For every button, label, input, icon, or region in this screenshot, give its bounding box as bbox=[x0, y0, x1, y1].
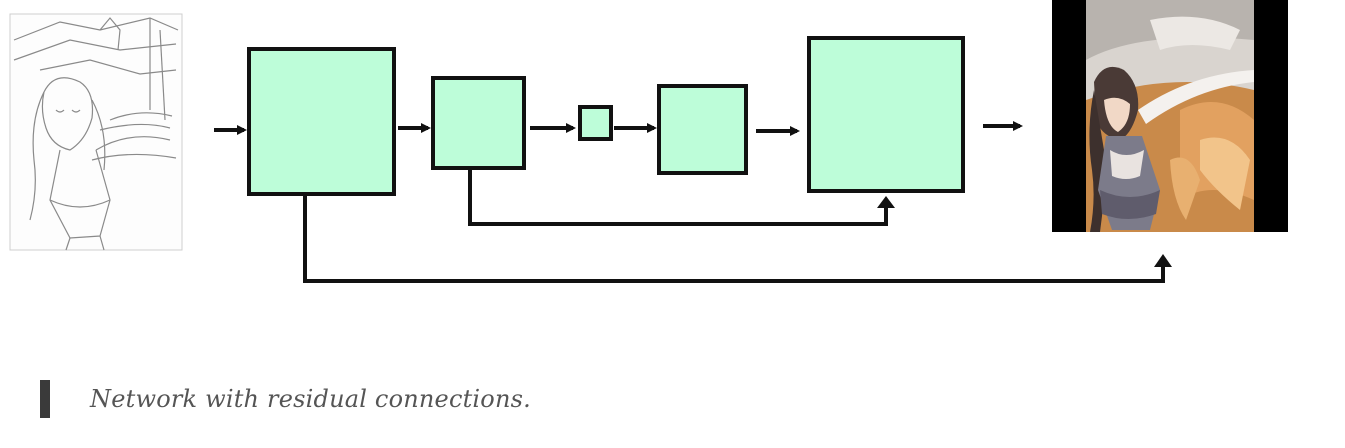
decoder-block-1 bbox=[657, 84, 748, 175]
encoder-block-1 bbox=[247, 47, 396, 196]
bottleneck-block bbox=[578, 105, 613, 141]
figure-caption: Network with residual connections. bbox=[40, 380, 531, 418]
encoder-block-2 bbox=[431, 76, 526, 170]
input-sketch-image bbox=[9, 13, 183, 251]
skip-connection-outer-arrowhead bbox=[1154, 254, 1172, 267]
output-colorized-image bbox=[1052, 0, 1288, 232]
skip-connection-outer bbox=[303, 196, 1165, 283]
network-diagram bbox=[9, 0, 1288, 283]
caption-text: Network with residual connections. bbox=[90, 385, 531, 413]
decoder-block-2 bbox=[807, 36, 965, 193]
caption-quote-bar bbox=[40, 380, 50, 418]
skip-connection-inner-arrowhead bbox=[877, 196, 895, 208]
skip-connection-inner bbox=[468, 170, 888, 226]
